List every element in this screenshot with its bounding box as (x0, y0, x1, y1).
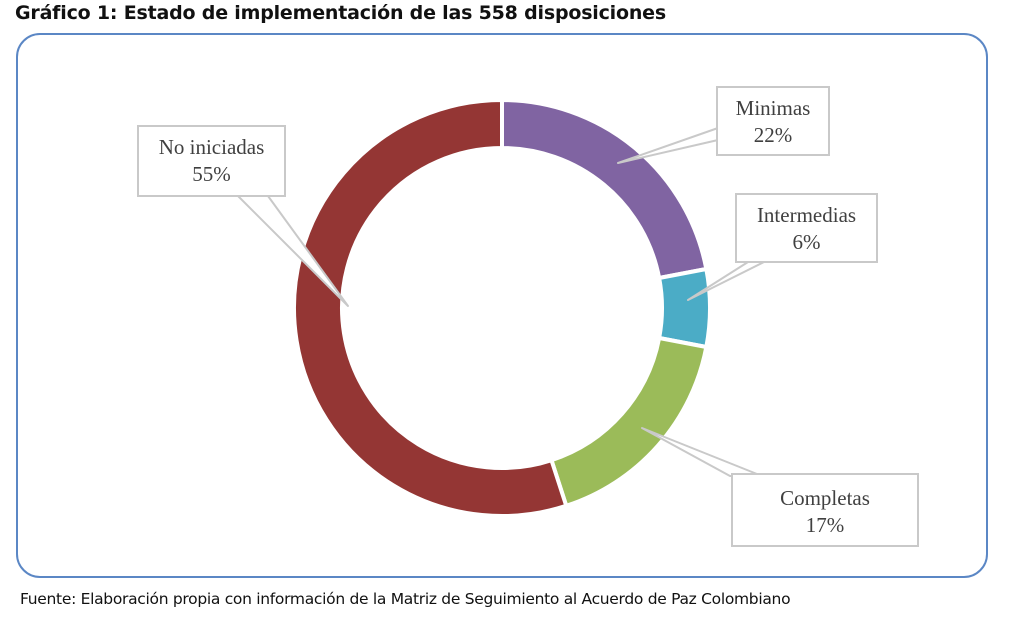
callout-completas: Completas 17% (731, 473, 919, 547)
callout-completas-name: Completas (780, 486, 870, 510)
callout-minimas-name: Minimas (735, 96, 811, 120)
slice-intermedias (656, 266, 712, 350)
slice-minimas (500, 97, 709, 281)
slice-no-iniciadas (292, 97, 569, 518)
source-note: Fuente: Elaboración propia con informaci… (20, 590, 791, 608)
callout-completas-pct: 17% (805, 513, 845, 537)
chart-title: Gráfico 1: Estado de implementación de l… (15, 2, 666, 24)
callout-minimas: Minimas 22% (716, 86, 830, 156)
donut-slices (292, 97, 712, 518)
callout-no-iniciadas: No iniciadas 55% (137, 125, 286, 197)
callout-intermedias-pct: 6% (792, 230, 821, 254)
callout-no-iniciadas-name: No iniciadas (158, 135, 265, 159)
chart-frame (16, 33, 988, 578)
slice-completas (548, 335, 709, 509)
callout-leader-completas (641, 427, 763, 477)
callout-intermedias: Intermedias 6% (735, 193, 878, 263)
callout-no-iniciadas-pct: 55% (192, 162, 231, 186)
callout-intermedias-name: Intermedias (756, 203, 857, 227)
callout-minimas-pct: 22% (753, 123, 793, 147)
